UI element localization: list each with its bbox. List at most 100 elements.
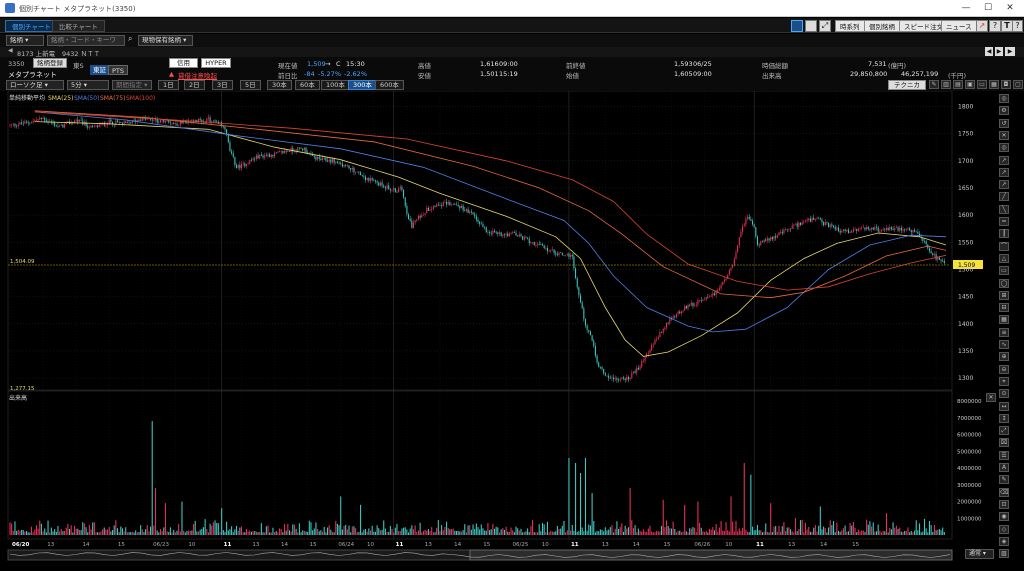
- drawing-tool-icon[interactable]: ▭: [999, 266, 1009, 276]
- drawing-tool-icon[interactable]: ╱: [999, 192, 1009, 202]
- period-1day[interactable]: 1日: [158, 80, 179, 90]
- drawing-tool-icon[interactable]: ⊖: [999, 364, 1009, 374]
- chart-type-select[interactable]: ローソク足 ▾: [6, 80, 64, 90]
- period-300bars[interactable]: 300本: [348, 80, 377, 90]
- candle-body: [803, 221, 805, 223]
- drawing-tool-icon[interactable]: ━: [999, 217, 1009, 226]
- drawing-tool-icon[interactable]: ≡: [999, 327, 1009, 337]
- drawing-tool-icon[interactable]: ▧: [999, 549, 1009, 559]
- interval-select[interactable]: 5分 ▾: [67, 80, 109, 90]
- exchange-badge[interactable]: 東証: [90, 65, 109, 75]
- timeseries-button[interactable]: 時系列: [835, 20, 865, 32]
- period-30bars[interactable]: 30本: [267, 80, 292, 90]
- window-restore-icon[interactable]: ↗: [976, 20, 988, 32]
- register-button[interactable]: 銘柄登録: [33, 58, 67, 68]
- period-600bars[interactable]: 600本: [375, 80, 404, 90]
- drawing-tool-icon[interactable]: ⌫: [999, 487, 1009, 497]
- drawing-tool-icon[interactable]: ◎: [999, 94, 1009, 103]
- history-prev-icon[interactable]: ◀: [985, 47, 993, 56]
- history-item[interactable]: 8173 上新電: [17, 50, 56, 58]
- indicator-name: 単純移動平均: [9, 94, 45, 102]
- drawing-tool-icon[interactable]: ◯: [999, 278, 1009, 288]
- drawing-tool-icon[interactable]: ↺: [999, 118, 1009, 128]
- folder-icon[interactable]: ▭: [977, 80, 987, 89]
- camera-icon[interactable]: ◘: [1001, 80, 1011, 89]
- candle-body: [42, 118, 44, 119]
- expand-icon[interactable]: ⤢: [819, 20, 831, 32]
- individual-stock-button[interactable]: 個別銘柄: [864, 20, 900, 32]
- period-60bars[interactable]: 60本: [295, 80, 320, 90]
- drawing-tool-icon[interactable]: ⌧: [999, 438, 1009, 448]
- price-panel-border: [7, 90, 953, 391]
- holdings-select[interactable]: 現物保有銘柄 ▾: [138, 35, 193, 46]
- drawing-tool-icon[interactable]: ◉: [999, 512, 1009, 522]
- print-icon[interactable]: ▦: [989, 80, 999, 89]
- volume-bar: [236, 525, 238, 535]
- drawing-tool-icon[interactable]: ⤢: [999, 426, 1009, 436]
- maximize-button[interactable]: ☐: [983, 3, 993, 13]
- drawing-tool-icon[interactable]: ⚙: [999, 106, 1009, 116]
- news-button[interactable]: ニュース: [941, 20, 977, 32]
- drawing-tool-icon[interactable]: ⌒: [999, 241, 1009, 251]
- history-list-icon[interactable]: ▶: [1005, 47, 1015, 56]
- volume-bar: [783, 522, 785, 535]
- search-icon[interactable]: ⌕: [128, 34, 133, 43]
- candle-body: [641, 361, 643, 367]
- drawing-tool-icon[interactable]: ↗: [999, 180, 1009, 190]
- period-2days[interactable]: 2日: [184, 80, 205, 90]
- prev-close-value: 1,593: [674, 60, 693, 68]
- save-icon[interactable]: ▣: [965, 80, 975, 89]
- search-type-select[interactable]: 銘柄 ▾: [6, 35, 44, 46]
- drawing-tool-icon[interactable]: ↕: [999, 413, 1009, 423]
- pen-icon[interactable]: ✎: [929, 80, 939, 89]
- settings-icon[interactable]: ?: [1012, 20, 1023, 32]
- drawing-tool-icon[interactable]: ⊡: [999, 499, 1009, 509]
- close-volume-panel-icon[interactable]: ✕: [986, 393, 996, 402]
- margin-warning-link[interactable]: 貸借注意喚起: [178, 72, 217, 80]
- chart-settings-icon[interactable]: ▤: [953, 80, 963, 89]
- history-next-icon[interactable]: ▶: [995, 47, 1003, 56]
- layout-single-icon[interactable]: [791, 20, 803, 32]
- minimize-button[interactable]: —: [961, 3, 971, 13]
- help-icon[interactable]: ?: [989, 20, 1001, 32]
- drawing-tool-icon[interactable]: ⊙: [999, 389, 1009, 399]
- drawing-tool-icon[interactable]: ✕: [999, 130, 1009, 140]
- period-5days[interactable]: 5日: [240, 80, 261, 90]
- drawing-tool-icon[interactable]: ╲: [999, 204, 1009, 214]
- search-input[interactable]: 銘柄・コード・キーワード ▾: [47, 35, 125, 53]
- pts-badge[interactable]: PTS: [108, 65, 129, 75]
- drawing-tool-icon[interactable]: △: [999, 253, 1009, 263]
- drawing-tool-icon[interactable]: ⌖: [999, 376, 1009, 386]
- drawing-tool-icon[interactable]: A: [999, 463, 1009, 472]
- drawing-tool-icon[interactable]: ↔: [999, 401, 1009, 411]
- drawing-tool-icon[interactable]: ✎: [999, 475, 1009, 485]
- drawing-tool-icon[interactable]: ∿: [999, 340, 1009, 349]
- drawing-tool-icon[interactable]: ◇: [999, 524, 1009, 534]
- period-100bars[interactable]: 100本: [321, 80, 350, 90]
- period-3days[interactable]: 3日: [212, 80, 233, 90]
- tab-individual-chart[interactable]: 個別チャート: [5, 20, 58, 32]
- drawing-tool-icon[interactable]: ↗: [999, 155, 1009, 165]
- window-icon[interactable]: ▢: [1013, 80, 1023, 89]
- drawing-tool-icon[interactable]: ⊞: [999, 290, 1009, 300]
- drawing-tool-icon[interactable]: ⊟: [999, 303, 1009, 313]
- drawing-tool-icon[interactable]: ▦: [999, 315, 1009, 325]
- close-button[interactable]: ✕: [1006, 3, 1014, 13]
- drawing-tool-icon[interactable]: ↗: [999, 167, 1009, 177]
- period-select[interactable]: 期間指定 ▾: [112, 80, 152, 90]
- history-back-icon[interactable]: ◀: [8, 47, 13, 54]
- layout-split-icon[interactable]: [805, 20, 817, 32]
- candle-body: [214, 120, 216, 122]
- drawing-tool-icon[interactable]: ┃: [999, 229, 1009, 239]
- drawing-tool-icon[interactable]: ◈: [999, 536, 1009, 546]
- history-item[interactable]: 9432 ＮＴＴ: [62, 50, 101, 58]
- drawing-tool-icon[interactable]: ☰: [999, 450, 1009, 460]
- chart-svg[interactable]: 単純移動平均 SMA(25) SMA(50) SMA(75) SMA(100) …: [0, 90, 1024, 571]
- drawing-tool-icon[interactable]: ◎: [999, 143, 1009, 153]
- technical-button[interactable]: テクニカル: [888, 80, 926, 97]
- compare-icon[interactable]: ▥: [941, 80, 951, 89]
- display-mode-select[interactable]: 通常 ▾: [965, 549, 994, 559]
- tab-compare-chart[interactable]: 比較チャート: [52, 20, 105, 32]
- drawing-tool-icon[interactable]: ⊕: [999, 352, 1009, 362]
- chart-scroll-thumb[interactable]: [469, 549, 953, 561]
